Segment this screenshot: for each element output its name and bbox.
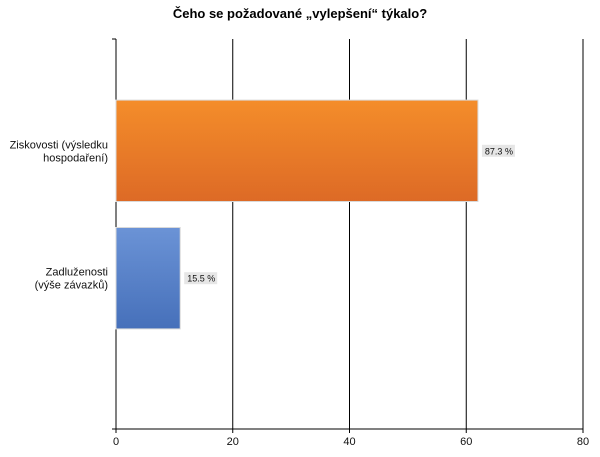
bar-0	[115, 99, 479, 202]
labels: 0 20 40 60 80 87.3 % Ziskovosti (výsledku hospo…	[10, 139, 590, 448]
category-label: Ziskovosti (výsledku hospodaření)	[10, 139, 108, 164]
x-tick-label: 40	[343, 436, 355, 448]
data-label: 87.3 %	[485, 146, 513, 156]
category-label-line: hospodaření)	[43, 152, 108, 164]
bar-1	[115, 227, 181, 330]
category-label-line: Zadluženosti	[46, 267, 108, 279]
x-tick-label: 60	[460, 436, 472, 448]
chart-title: Čeho se požadované „vylepšení“ týkalo?	[173, 6, 427, 21]
data-label: 15.5 %	[187, 274, 215, 284]
grid	[112, 38, 584, 433]
x-tick-label: 80	[577, 436, 589, 448]
category-label-line: Ziskovosti (výsledku	[10, 139, 108, 151]
data-label-box	[481, 144, 515, 157]
data-label-box	[184, 272, 218, 285]
bars	[115, 99, 479, 330]
category-label: Zadluženosti (výše závazků)	[35, 267, 108, 292]
x-tick-label: 20	[227, 436, 239, 448]
x-tick-label: 0	[113, 436, 119, 448]
category-label-line: (výše závazků)	[35, 280, 108, 292]
